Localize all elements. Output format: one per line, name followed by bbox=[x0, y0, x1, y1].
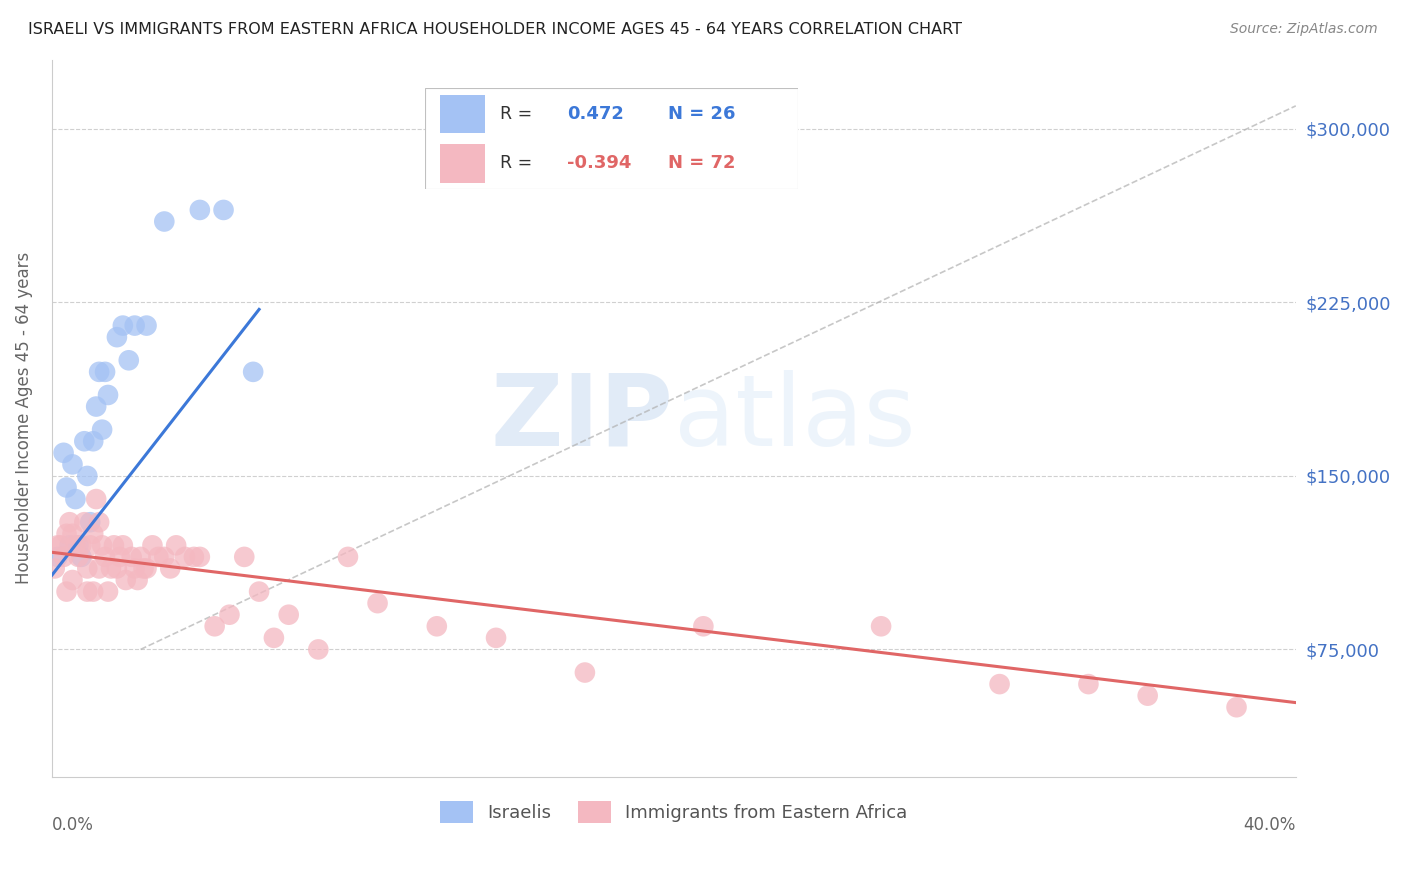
Point bbox=[111, 538, 134, 552]
Point bbox=[105, 561, 128, 575]
Point bbox=[91, 538, 114, 552]
Point bbox=[55, 584, 77, 599]
Point bbox=[114, 573, 136, 587]
Point bbox=[55, 526, 77, 541]
Point bbox=[129, 549, 152, 564]
Text: 0.0%: 0.0% bbox=[52, 816, 94, 834]
Point bbox=[307, 642, 329, 657]
Point bbox=[94, 365, 117, 379]
Point bbox=[108, 549, 131, 564]
Point bbox=[212, 202, 235, 217]
Point bbox=[218, 607, 240, 622]
Point bbox=[70, 538, 93, 552]
Point bbox=[62, 458, 84, 472]
Point bbox=[70, 549, 93, 564]
Point bbox=[132, 561, 155, 575]
Point bbox=[692, 619, 714, 633]
Point bbox=[62, 573, 84, 587]
Point bbox=[1225, 700, 1247, 714]
Point bbox=[89, 561, 111, 575]
Point bbox=[84, 491, 107, 506]
Point bbox=[76, 584, 98, 599]
Legend: Israelis, Immigrants from Eastern Africa: Israelis, Immigrants from Eastern Africa bbox=[432, 792, 917, 832]
Point bbox=[367, 596, 389, 610]
Point bbox=[82, 526, 104, 541]
Point bbox=[111, 318, 134, 333]
Point bbox=[79, 538, 101, 552]
Point bbox=[89, 365, 111, 379]
Point bbox=[141, 538, 163, 552]
Point bbox=[97, 584, 120, 599]
Point bbox=[148, 549, 170, 564]
Point bbox=[121, 549, 143, 564]
Point bbox=[82, 584, 104, 599]
Point bbox=[100, 561, 122, 575]
Text: ISRAELI VS IMMIGRANTS FROM EASTERN AFRICA HOUSEHOLDER INCOME AGES 45 - 64 YEARS : ISRAELI VS IMMIGRANTS FROM EASTERN AFRIC… bbox=[28, 22, 962, 37]
Text: Source: ZipAtlas.com: Source: ZipAtlas.com bbox=[1230, 22, 1378, 37]
Point bbox=[44, 561, 66, 575]
Point bbox=[52, 446, 75, 460]
Point bbox=[91, 423, 114, 437]
Point bbox=[105, 330, 128, 344]
Point bbox=[159, 561, 181, 575]
Point bbox=[67, 538, 90, 552]
Point bbox=[94, 549, 117, 564]
Point bbox=[485, 631, 508, 645]
Point bbox=[73, 515, 96, 529]
Point bbox=[242, 365, 264, 379]
Point bbox=[49, 538, 72, 552]
Point bbox=[574, 665, 596, 680]
Point bbox=[46, 538, 69, 552]
Point bbox=[76, 561, 98, 575]
Point bbox=[65, 491, 87, 506]
Point bbox=[124, 318, 146, 333]
Point bbox=[58, 538, 80, 552]
Y-axis label: Householder Income Ages 45 - 64 years: Householder Income Ages 45 - 64 years bbox=[15, 252, 32, 584]
Point bbox=[1136, 689, 1159, 703]
Point bbox=[97, 388, 120, 402]
Point bbox=[188, 549, 211, 564]
Text: 40.0%: 40.0% bbox=[1243, 816, 1296, 834]
Point bbox=[124, 561, 146, 575]
Point bbox=[118, 353, 141, 368]
Point bbox=[79, 515, 101, 529]
Point bbox=[426, 619, 449, 633]
Point bbox=[58, 515, 80, 529]
Point bbox=[55, 481, 77, 495]
Point bbox=[988, 677, 1011, 691]
Point bbox=[188, 202, 211, 217]
Point bbox=[52, 549, 75, 564]
Point bbox=[135, 318, 157, 333]
Point bbox=[174, 549, 197, 564]
Point bbox=[46, 549, 69, 564]
Point bbox=[247, 584, 270, 599]
Point bbox=[127, 573, 149, 587]
Point bbox=[73, 434, 96, 449]
Point bbox=[1077, 677, 1099, 691]
Point bbox=[76, 469, 98, 483]
Point bbox=[89, 515, 111, 529]
Point bbox=[135, 561, 157, 575]
Point bbox=[233, 549, 256, 564]
Point bbox=[204, 619, 226, 633]
Point bbox=[153, 214, 176, 228]
Text: ZIP: ZIP bbox=[491, 369, 673, 467]
Point bbox=[84, 400, 107, 414]
Point bbox=[153, 549, 176, 564]
Point bbox=[165, 538, 187, 552]
Point bbox=[263, 631, 285, 645]
Point bbox=[336, 549, 359, 564]
Point bbox=[870, 619, 893, 633]
Point bbox=[65, 538, 87, 552]
Point bbox=[67, 549, 90, 564]
Point bbox=[103, 538, 125, 552]
Point bbox=[82, 434, 104, 449]
Point bbox=[277, 607, 299, 622]
Point bbox=[183, 549, 205, 564]
Point bbox=[62, 526, 84, 541]
Text: atlas: atlas bbox=[673, 369, 915, 467]
